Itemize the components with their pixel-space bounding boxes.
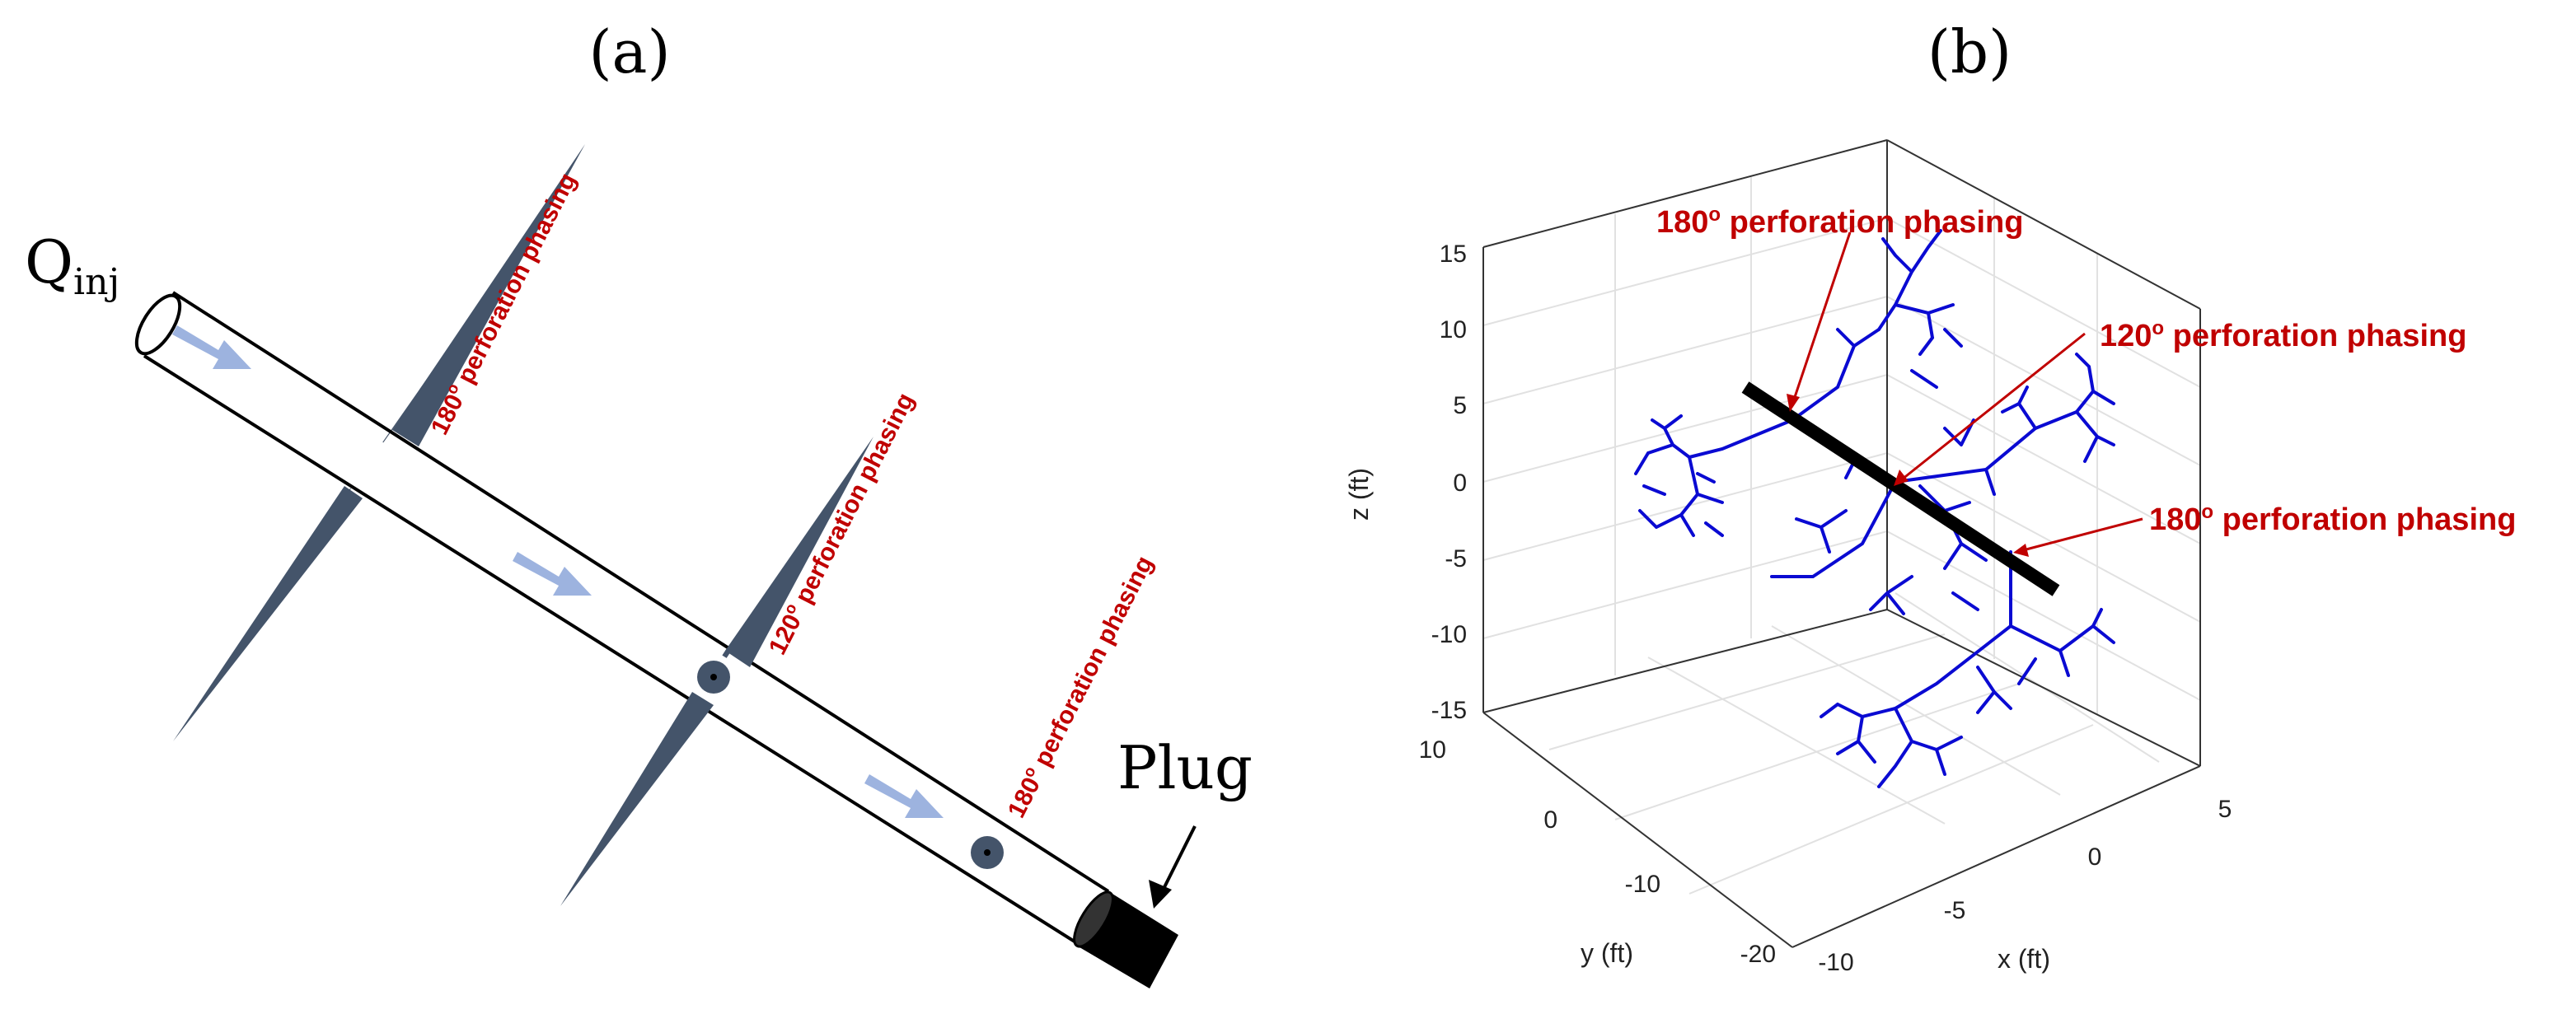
grid-floor: [1548, 592, 2160, 895]
fracture-network: [1634, 229, 2115, 788]
panel-b-label: (b): [1927, 17, 2012, 86]
z-tick: -5: [1445, 545, 1467, 572]
flow-arrow-3: [864, 774, 944, 818]
callout-label-1: 180o perforation phasing: [1656, 203, 2023, 240]
plug-label: Plug: [1117, 733, 1253, 802]
fracture-wing-2: [725, 437, 873, 667]
plug-pointer-head: [1149, 880, 1172, 909]
pipe-inlet-opening: [134, 293, 182, 356]
plug-pointer-line: [1159, 825, 1197, 895]
z-tick: 0: [1453, 470, 1467, 497]
callout-label-3: 180o perforation phasing: [2149, 501, 2516, 537]
z-tick: 5: [1453, 392, 1467, 419]
x-tick: 0: [2088, 843, 2102, 871]
z-tick: -15: [1431, 697, 1467, 724]
x-tick: 5: [2218, 796, 2232, 823]
y-tick: -20: [1740, 941, 1776, 968]
panel-b: (b): [1344, 17, 2516, 976]
flow-arrow-1: [172, 325, 251, 369]
flow-arrow-2: [513, 552, 592, 596]
flow-arrows: [172, 325, 944, 818]
panel-a-label: (a): [588, 17, 670, 86]
pipe-bottom-wall: [143, 354, 1085, 949]
wellbore-pipe: [134, 291, 1110, 949]
axes-box: [1482, 139, 2201, 948]
y-axis-label: y (ft): [1581, 938, 1633, 968]
callout-label-2: 120o perforation phasing: [2100, 317, 2466, 353]
pipe-body: [144, 292, 1108, 947]
perforation-hole-2-center: [984, 849, 991, 856]
perforation-holes: [697, 661, 1004, 869]
fracture-wing-1: [392, 144, 585, 446]
y-tick: -10: [1625, 871, 1660, 898]
panel-a: (a): [25, 17, 1253, 988]
x-tick-labels: -10 -5 0 5: [1818, 796, 2232, 976]
plug: [1073, 890, 1178, 988]
z-tick: 15: [1440, 241, 1467, 268]
perforation-label-2: 120o perforation phasing: [762, 388, 920, 659]
callout-arrows: [1791, 231, 2143, 552]
callout-arrowheads: [1787, 394, 2029, 557]
perforation-label-1: 180o perforation phasing: [424, 168, 582, 439]
plug-face: [1073, 890, 1114, 948]
fracture-wing-4: [560, 692, 714, 906]
z-tick: -10: [1431, 621, 1467, 648]
pipe-top-wall: [171, 291, 1110, 893]
grid-right-wall: [1886, 139, 2201, 715]
y-tick: 10: [1419, 736, 1446, 764]
perforation-hole-1-center: [710, 674, 717, 680]
fracture-wing-3: [173, 486, 363, 741]
x-tick: -5: [1944, 897, 1966, 924]
y-tick-labels: 10 0 -10 -20: [1419, 736, 1776, 968]
axes-edges: [1482, 139, 2201, 948]
wellbore-line: [1741, 381, 2060, 596]
z-tick: 10: [1440, 316, 1467, 343]
z-tick-labels: 15 10 5 0 -5 -10 -15: [1431, 241, 1467, 724]
z-axis-label: z (ft): [1344, 468, 1374, 521]
y-tick: 0: [1543, 806, 1557, 834]
inlet-label: Qinj: [25, 227, 119, 303]
x-tick: -10: [1818, 949, 1853, 976]
x-axis-label: x (ft): [1998, 944, 2050, 974]
